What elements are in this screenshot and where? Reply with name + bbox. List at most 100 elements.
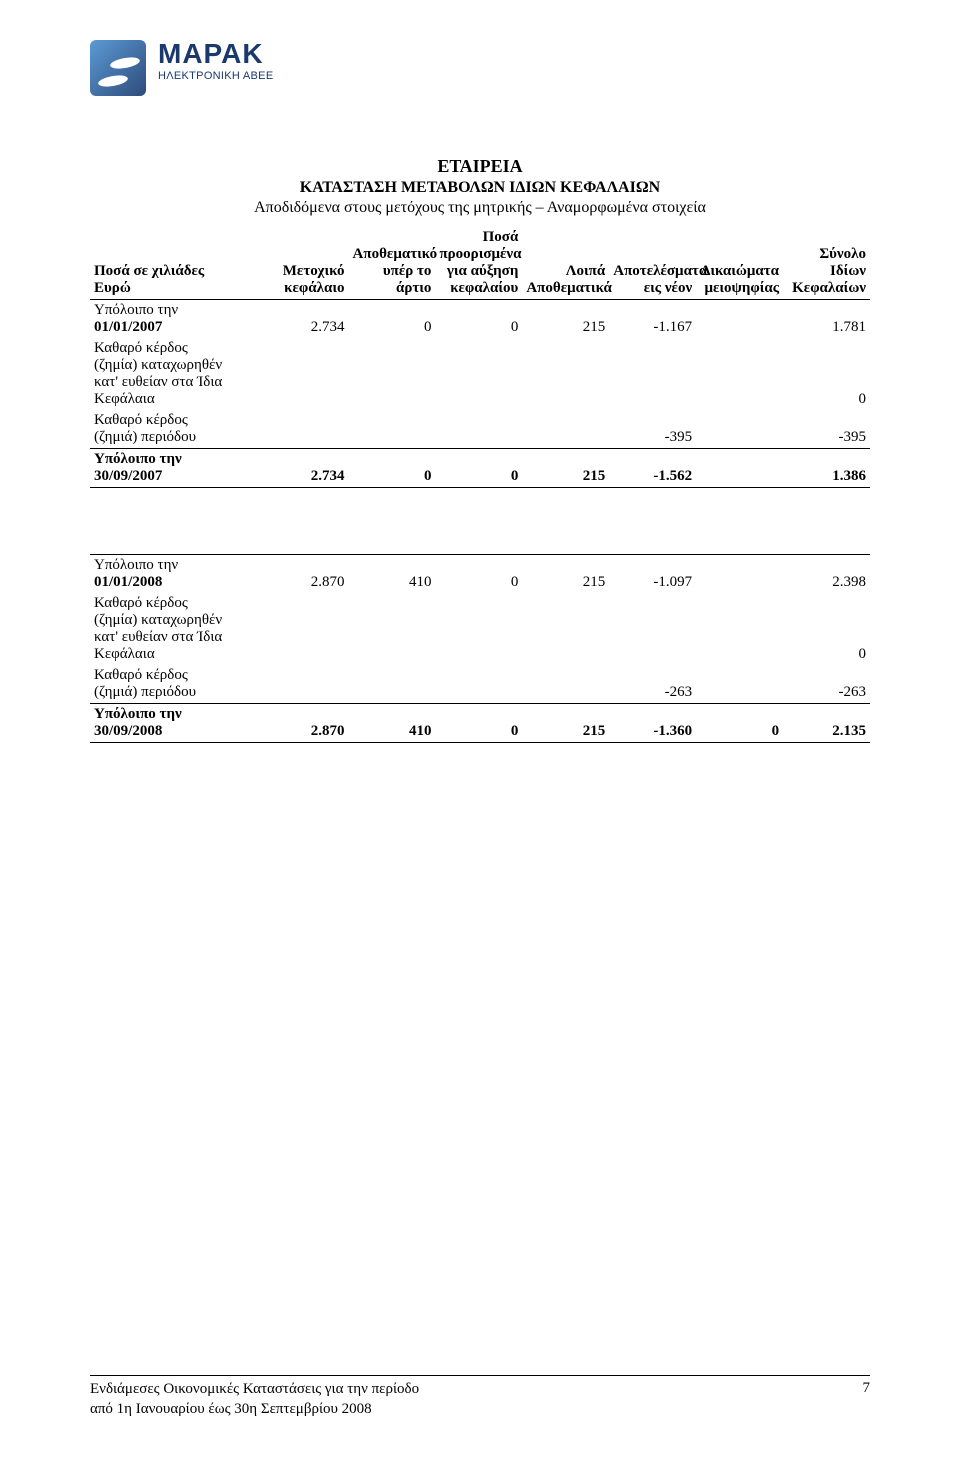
col-label-line: Ποσά σε χιλιάδες: [94, 263, 204, 279]
col-line: για αύξηση: [447, 263, 519, 279]
row-label-line: (ζημιά) περιόδου: [94, 429, 196, 445]
cell: [696, 555, 783, 594]
cell: [696, 300, 783, 339]
row-label-line: Καθαρό κέρδος: [94, 412, 188, 428]
brand-logo-icon: [90, 40, 146, 96]
table-row-total: Υπόλοιπο την 30/09/2007 2.734 0 0 215 -1…: [90, 449, 870, 488]
col-line: μειοψηφίας: [704, 280, 779, 296]
cell: 0: [349, 449, 436, 488]
cell: 2.398: [783, 555, 870, 594]
col-line: Κεφαλαίων: [792, 280, 866, 296]
col-line: εις νέον: [644, 280, 692, 296]
cell: 215: [522, 449, 609, 488]
cell: 0: [696, 704, 783, 743]
row-label: Υπόλοιπο την 01/01/2008: [90, 555, 262, 594]
cell: 410: [349, 555, 436, 594]
equity-table-2008: Υπόλοιπο την 01/01/2008 2.870 410 0 215 …: [90, 554, 870, 743]
row-label: Καθαρό κέρδος (ζημία) καταχωρηθέν κατ' ε…: [90, 593, 262, 665]
brand-subtitle: ΗΛΕΚΤΡΟΝΙΚΗ ΑΒΕΕ: [158, 70, 273, 82]
col-line: προορισμένα: [439, 246, 521, 262]
cell: 0: [435, 300, 522, 339]
cell: 0: [435, 704, 522, 743]
footer-line: Ενδιάμεσες Οικονομικές Καταστάσεις για τ…: [90, 1381, 419, 1397]
table-row: Υπόλοιπο την 01/01/2008 2.870 410 0 215 …: [90, 555, 870, 594]
row-label-line: (ζημία) καταχωρηθέν: [94, 612, 222, 628]
cell: 2.734: [262, 300, 349, 339]
footer-text: Ενδιάμεσες Οικονομικές Καταστάσεις για τ…: [90, 1380, 419, 1419]
cell: 2.870: [262, 555, 349, 594]
col-line: κεφάλαιο: [284, 280, 344, 296]
doc-subtitle: ΚΑΤΑΣΤΑΣΗ ΜΕΤΑΒΟΛΩΝ ΙΔΙΩΝ ΚΕΦΑΛΑΙΩΝ: [90, 179, 870, 197]
cell: [696, 449, 783, 488]
cell: 1.781: [783, 300, 870, 339]
page-number: 7: [863, 1380, 871, 1419]
cell: 2.135: [783, 704, 870, 743]
col-line: Αποθεματικά: [526, 280, 612, 296]
col-line: Αποθεματικό: [353, 246, 438, 262]
table-row: Υπόλοιπο την 01/01/2007 2.734 0 0 215 -1…: [90, 300, 870, 339]
row-label-line: 30/09/2007: [94, 468, 162, 484]
col-line: Μετοχικό: [283, 263, 345, 279]
row-label: Υπόλοιπο την 30/09/2008: [90, 704, 262, 743]
row-label: Καθαρό κέρδος (ζημιά) περιόδου: [90, 665, 262, 704]
table-row: Καθαρό κέρδος (ζημιά) περιόδου -395 -395: [90, 410, 870, 449]
cell: 2.870: [262, 704, 349, 743]
cell: 0: [783, 338, 870, 410]
row-label: Υπόλοιπο την 30/09/2007: [90, 449, 262, 488]
cell: 2.734: [262, 449, 349, 488]
col-share-premium: Αποθεματικό υπέρ το άρτιο: [349, 227, 436, 300]
cell: -263: [609, 665, 696, 704]
col-amounts-for-increase: Ποσά προορισμένα για αύξηση κεφαλαίου: [435, 227, 522, 300]
row-label-line: (ζημιά) περιόδου: [94, 684, 196, 700]
cell: -1.360: [609, 704, 696, 743]
brand-header: ΜΑΡΑΚ ΗΛΕΚΤΡΟΝΙΚΗ ΑΒΕΕ: [90, 40, 870, 96]
row-label: Υπόλοιπο την 01/01/2007: [90, 300, 262, 339]
col-line: Αποτελέσματα: [613, 263, 707, 279]
col-minority-interests: Δικαιώματα μειοψηφίας: [696, 227, 783, 300]
cell: -395: [783, 410, 870, 449]
col-label: Ποσά σε χιλιάδες Ευρώ: [90, 227, 262, 300]
table-row: Καθαρό κέρδος (ζημία) καταχωρηθέν κατ' ε…: [90, 593, 870, 665]
table-row: Καθαρό κέρδος (ζημία) καταχωρηθέν κατ' ε…: [90, 338, 870, 410]
row-label-line: 01/01/2008: [94, 574, 162, 590]
col-label-line: Ευρώ: [94, 280, 131, 296]
cell: 0: [435, 449, 522, 488]
cell: 215: [522, 704, 609, 743]
col-line: Ποσά: [483, 229, 519, 245]
row-label-line: κατ' ευθείαν στα Ίδια: [94, 374, 222, 390]
col-total-equity: Σύνολο Ιδίων Κεφαλαίων: [783, 227, 870, 300]
doc-title: ΕΤΑΙΡΕΙΑ: [90, 156, 870, 177]
brand-text: ΜΑΡΑΚ ΗΛΕΚΤΡΟΝΙΚΗ ΑΒΕΕ: [158, 40, 273, 82]
col-line: Ιδίων: [830, 263, 866, 279]
col-line: Δικαιώματα: [701, 263, 779, 279]
footer-line: από 1η Ιανουαρίου έως 30η Σεπτεμβρίου 20…: [90, 1401, 372, 1417]
cell: 0: [783, 593, 870, 665]
col-line: Σύνολο: [819, 246, 866, 262]
row-label-line: (ζημία) καταχωρηθέν: [94, 357, 222, 373]
col-share-capital: Μετοχικό κεφάλαιο: [262, 227, 349, 300]
row-label-line: Υπόλοιπο την: [94, 706, 182, 722]
page-footer: Ενδιάμεσες Οικονομικές Καταστάσεις για τ…: [90, 1375, 870, 1419]
table-head: Ποσά σε χιλιάδες Ευρώ Μετοχικό κεφάλαιο …: [90, 227, 870, 300]
col-line: υπέρ το: [383, 263, 432, 279]
row-label-line: Υπόλοιπο την: [94, 451, 182, 467]
table-row-total: Υπόλοιπο την 30/09/2008 2.870 410 0 215 …: [90, 704, 870, 743]
cell: -1.167: [609, 300, 696, 339]
row-label-line: Καθαρό κέρδος: [94, 595, 188, 611]
section-gap: [90, 488, 870, 544]
cell: 0: [349, 300, 436, 339]
row-label-line: Υπόλοιπο την: [94, 302, 178, 318]
row-label-line: κατ' ευθείαν στα Ίδια: [94, 629, 222, 645]
row-label-line: Καθαρό κέρδος: [94, 340, 188, 356]
brand-title: ΜΑΡΑΚ: [158, 40, 273, 68]
cell: -1.097: [609, 555, 696, 594]
doc-subtitle2: Αποδιδόμενα στους μετόχους της μητρικής …: [90, 199, 870, 217]
cell: -263: [783, 665, 870, 704]
row-label-line: Καθαρό κέρδος: [94, 667, 188, 683]
cell: 215: [522, 555, 609, 594]
cell: 410: [349, 704, 436, 743]
row-label: Καθαρό κέρδος (ζημία) καταχωρηθέν κατ' ε…: [90, 338, 262, 410]
table-row: Καθαρό κέρδος (ζημιά) περιόδου -263 -263: [90, 665, 870, 704]
row-label-line: Κεφάλαια: [94, 391, 155, 407]
equity-table-2007: Ποσά σε χιλιάδες Ευρώ Μετοχικό κεφάλαιο …: [90, 227, 870, 488]
